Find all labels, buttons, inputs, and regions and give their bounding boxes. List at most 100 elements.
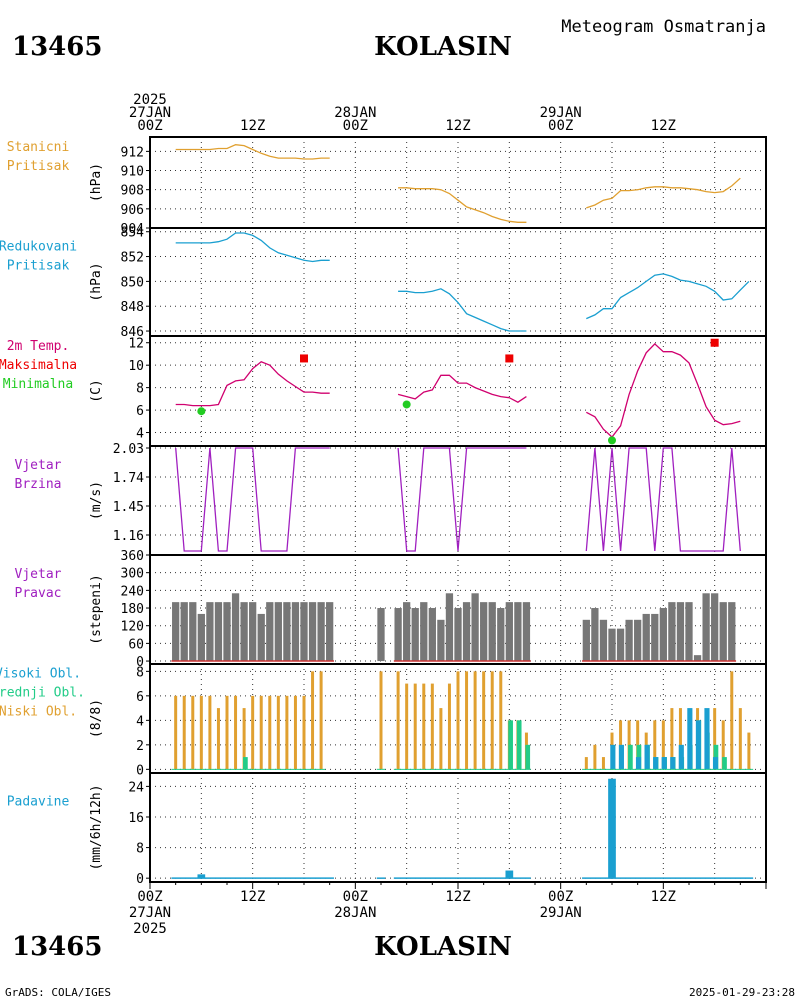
bar: [462, 602, 471, 662]
y-tick-label: 846: [121, 325, 144, 340]
panel-unit: (m/s): [89, 481, 104, 520]
panel-label-2: Minimalna: [3, 377, 73, 392]
bar: [522, 602, 531, 662]
max-temp-marker: [300, 354, 308, 363]
bar: [172, 602, 180, 662]
bottom-axis-label-4-1: 29JAN: [540, 905, 582, 921]
series-line: [398, 187, 527, 223]
low-cloud-bar: [182, 695, 186, 770]
top-axis-label-4-1: 00Z: [548, 118, 573, 134]
low-cloud-bar: [276, 695, 280, 770]
bottom-axis-label-4-0: 00Z: [548, 889, 573, 905]
bottom-axis-label-3-0: 12Z: [445, 889, 470, 905]
series-line: [397, 374, 527, 403]
y-tick-label: 12: [128, 337, 144, 352]
low-cloud-bar: [713, 708, 717, 770]
low-cloud-bar: [268, 695, 272, 770]
bottom-axis-label-5-0: 12Z: [651, 889, 676, 905]
series-line: [586, 177, 741, 209]
panel-label-0: Vjetar: [15, 458, 62, 473]
panel-unit: (8/8): [89, 699, 104, 738]
low-cloud-bar: [379, 671, 383, 770]
panel-label-1: Pritisak: [7, 159, 70, 174]
panel-label-0: Padavine: [7, 795, 70, 810]
bar: [231, 593, 240, 662]
low-cloud-bar: [473, 671, 477, 770]
high-cloud-bar: [653, 757, 659, 770]
y-tick-label: 60: [128, 637, 144, 652]
panel-frame: [149, 772, 767, 883]
low-cloud-bar: [413, 683, 417, 770]
low-cloud-bar: [199, 695, 203, 770]
high-cloud-bar: [635, 757, 642, 770]
high-cloud-bar: [687, 708, 693, 770]
y-tick-label: 912: [121, 145, 144, 160]
min-temp-marker: [608, 436, 616, 445]
bar: [300, 602, 308, 662]
bar: [214, 602, 223, 662]
bar: [651, 613, 659, 662]
station-id-top: 13465: [12, 32, 102, 62]
low-cloud-bar: [311, 671, 315, 770]
panel-unit: (hPa): [89, 262, 104, 301]
panel-label-1: Maksimalna: [0, 358, 77, 373]
panel-label-1: Pritisak: [7, 259, 70, 274]
low-cloud-bar: [216, 708, 220, 770]
bar: [411, 608, 419, 662]
y-tick-label: 120: [121, 620, 144, 635]
bar: [599, 619, 608, 662]
bar: [693, 655, 702, 662]
top-axis-label-2-0: 28JAN: [334, 105, 376, 121]
y-tick-label: 0: [136, 763, 144, 778]
low-cloud-bar: [422, 683, 426, 770]
low-cloud-bar: [747, 732, 751, 770]
y-tick-label: 854: [121, 226, 145, 241]
panel-unit: (mm/6h/12h): [89, 784, 104, 870]
mid-cloud-bar: [525, 744, 531, 770]
bar: [634, 619, 642, 662]
bar: [582, 619, 590, 662]
bar: [377, 608, 385, 662]
panel-label-1: Pravac: [15, 586, 62, 601]
panel-unit: (stepeni): [89, 574, 104, 644]
high-cloud-bar: [610, 744, 616, 770]
top-axis-label-3-0: 12Z: [445, 118, 470, 134]
y-tick-label: 6: [136, 404, 144, 419]
bar: [505, 870, 514, 879]
panel-5: 0 2 4 6 8 Visoki Obl. Srednji Obl. Niski Obl. (8…: [0, 663, 767, 778]
y-tick-label: 180: [121, 602, 144, 617]
low-cloud-bar: [405, 683, 409, 770]
bar: [702, 593, 710, 662]
panel-1: 846 848 850 852 854 Redukovani Pritisak (hPa): [0, 226, 767, 340]
mid-cloud-bar: [722, 757, 727, 770]
timestamp-text: 2025-01-29-23:28: [689, 986, 795, 999]
y-tick-label: 906: [121, 203, 144, 218]
bar: [240, 602, 248, 662]
series-line: [175, 232, 330, 263]
y-tick-label: 300: [121, 567, 144, 582]
panel-label-1: Brzina: [15, 477, 62, 492]
max-temp-marker: [505, 354, 514, 363]
low-cloud-bar: [653, 720, 657, 770]
panel-unit: (C): [89, 379, 104, 402]
bar: [206, 602, 214, 662]
top-axis-label-0-2: 00Z: [137, 118, 162, 134]
low-cloud-bar: [259, 695, 263, 770]
bar: [625, 619, 633, 662]
low-cloud-bar: [285, 695, 289, 770]
low-cloud-bar: [174, 695, 178, 770]
bar: [420, 602, 428, 662]
low-cloud-bar: [584, 757, 588, 770]
bar: [291, 602, 300, 662]
min-temp-marker: [402, 400, 411, 409]
y-tick-label: 360: [121, 549, 144, 564]
series-line: [585, 342, 741, 438]
top-axis-label-1-0: 12Z: [240, 118, 265, 134]
bar: [711, 593, 719, 662]
series-line: [175, 361, 330, 407]
bar: [266, 602, 274, 662]
y-tick-label: 852: [121, 251, 144, 266]
low-cloud-bar: [738, 708, 742, 770]
bar: [591, 608, 599, 662]
